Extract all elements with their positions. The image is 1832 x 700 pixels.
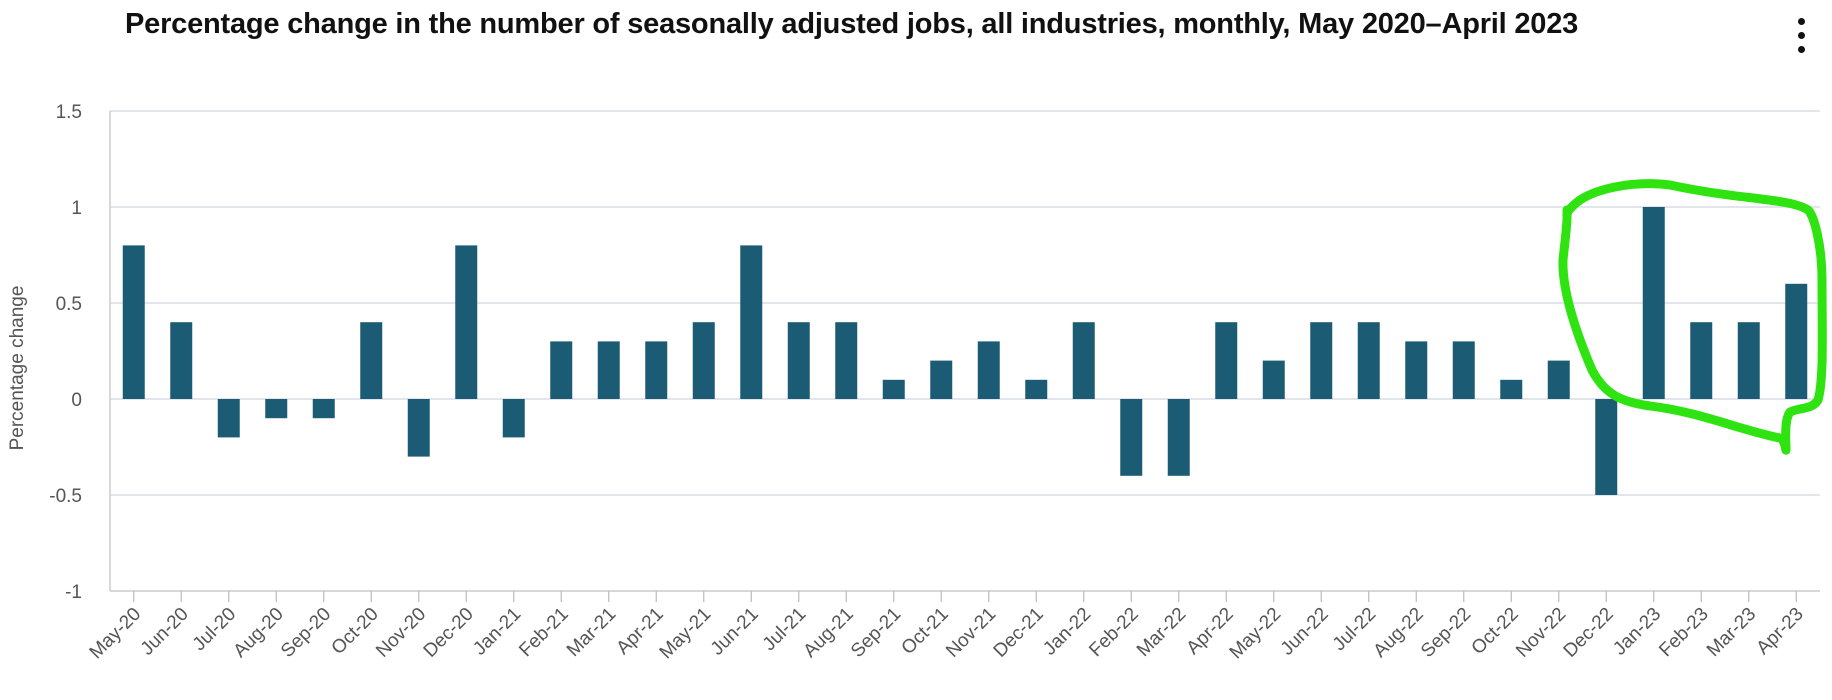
bar-Dec-22[interactable] [1595, 399, 1618, 495]
x-tick-label: Nov-21 [942, 604, 1000, 662]
x-tick-label: Aug-22 [1370, 604, 1428, 662]
bar-Jan-22[interactable] [1072, 322, 1095, 399]
y-tick-label: -0.5 [49, 486, 82, 507]
bar-Aug-21[interactable] [835, 322, 858, 399]
gridlines [110, 110, 1820, 496]
x-tick-label: Aug-20 [230, 604, 288, 662]
y-tick-labels: 1.5 1 0.5 0 -0.5 -1 [49, 102, 82, 603]
bar-Jun-21[interactable] [740, 245, 763, 399]
y-axis-label: Percentage change [7, 286, 28, 451]
y-tick-label: 0 [71, 390, 82, 411]
y-tick-label: 0.5 [56, 294, 82, 315]
bar-Jul-20[interactable] [217, 399, 240, 438]
bar-May-20[interactable] [122, 245, 145, 399]
x-tick-label: Feb-21 [515, 604, 572, 661]
x-tick-label: Sep-21 [847, 604, 905, 662]
bar-May-21[interactable] [692, 322, 715, 399]
bar-Nov-22[interactable] [1547, 360, 1570, 399]
x-tick-label: Nov-22 [1512, 604, 1570, 662]
bar-Oct-20[interactable] [360, 322, 383, 399]
bar-Jan-21[interactable] [502, 399, 525, 438]
x-tick-label: Jan-22 [1039, 604, 1095, 660]
bar-Feb-23[interactable] [1690, 322, 1713, 399]
bar-Nov-20[interactable] [407, 399, 430, 457]
bar-Aug-22[interactable] [1405, 341, 1428, 399]
x-tick-label: Sep-22 [1417, 604, 1475, 662]
x-tick-label: Mar-22 [1133, 604, 1190, 661]
bar-May-22[interactable] [1262, 360, 1285, 399]
bar-Jan-23[interactable] [1642, 207, 1665, 399]
x-tick-label: May-20 [86, 604, 146, 664]
bar-Apr-21[interactable] [645, 341, 668, 399]
x-tick-label: Dec-21 [990, 604, 1048, 662]
bar-Mar-22[interactable] [1167, 399, 1190, 476]
x-tick-label: May-21 [656, 604, 716, 664]
vertical-ellipsis-icon[interactable] [1794, 18, 1810, 58]
bar-Feb-21[interactable] [550, 341, 573, 399]
bar-Oct-21[interactable] [930, 360, 953, 399]
x-tick-label: Jun-21 [707, 604, 763, 660]
bar-Aug-20[interactable] [265, 399, 288, 419]
x-tick-label: Jan-21 [469, 604, 525, 660]
bar-Mar-23[interactable] [1737, 322, 1760, 399]
y-tick-label: 1 [71, 198, 82, 219]
bar-Jul-21[interactable] [787, 322, 810, 399]
bar-Sep-20[interactable] [312, 399, 335, 419]
bars [122, 207, 1808, 495]
x-tick-label: Sep-20 [277, 604, 335, 662]
x-tick-labels: May-20Jun-20Jul-20Aug-20Sep-20Oct-20Nov-… [86, 604, 1808, 664]
x-tick-label: Dec-22 [1560, 604, 1618, 662]
y-tick-label: 1.5 [56, 102, 82, 123]
x-tick-label: Feb-23 [1655, 604, 1712, 661]
bar-Dec-20[interactable] [455, 245, 478, 399]
x-tick-label: Jun-20 [137, 604, 193, 660]
bar-Jul-22[interactable] [1357, 322, 1380, 399]
bar-Sep-21[interactable] [882, 379, 905, 399]
x-tick-label: Apr-23 [1753, 604, 1808, 659]
x-tick-label: Mar-23 [1703, 604, 1760, 661]
x-tick-label: Aug-21 [800, 604, 858, 662]
bar-Oct-22[interactable] [1500, 379, 1523, 399]
bar-Nov-21[interactable] [977, 341, 1000, 399]
bar-Jun-22[interactable] [1310, 322, 1333, 399]
x-tick-label: May-22 [1226, 604, 1286, 664]
x-tick-label: Dec-20 [420, 604, 478, 662]
bar-Feb-22[interactable] [1120, 399, 1143, 476]
y-tick-label: -1 [65, 582, 82, 603]
bar-Jun-20[interactable] [170, 322, 193, 399]
bar-Dec-21[interactable] [1025, 379, 1048, 399]
x-tick-label: Jan-23 [1609, 604, 1665, 660]
axes [109, 111, 1820, 602]
bar-Sep-22[interactable] [1452, 341, 1475, 399]
bar-Mar-21[interactable] [597, 341, 620, 399]
x-tick-label: Jun-22 [1277, 604, 1333, 660]
x-tick-label: Feb-22 [1085, 604, 1142, 661]
x-tick-label: Mar-21 [563, 604, 620, 661]
highlight-annotation [1558, 179, 1827, 455]
x-tick-label: Nov-20 [372, 604, 430, 662]
bar-Apr-23[interactable] [1785, 283, 1808, 399]
chart-title: Percentage change in the number of seaso… [125, 8, 1579, 40]
bar-Apr-22[interactable] [1215, 322, 1238, 399]
